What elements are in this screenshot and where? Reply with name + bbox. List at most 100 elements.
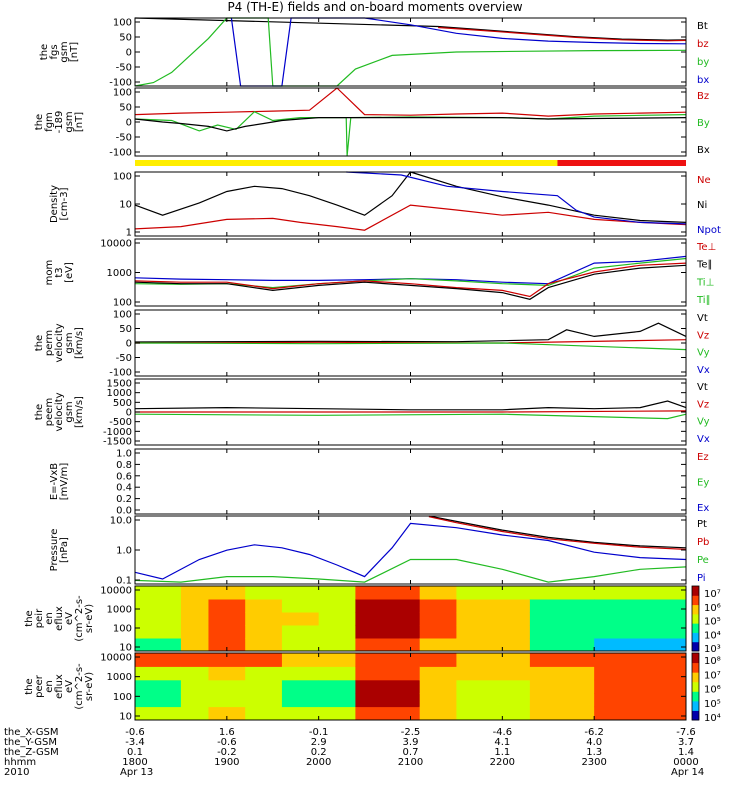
mom_t-ylabel: t3 bbox=[54, 267, 65, 277]
pressure-legend-Pe: Pe bbox=[697, 555, 709, 566]
fgs-series-bz bbox=[438, 26, 687, 42]
mom_t-ytick-label: 100 bbox=[113, 298, 132, 309]
peem_velocity-ylabel: peem bbox=[44, 398, 55, 426]
peir_spectrogram-ylabel: eflux bbox=[54, 606, 65, 631]
peer_spectrogram-cell bbox=[594, 666, 687, 681]
peer_spectrogram-colorbar-label: 10⁶ bbox=[704, 685, 721, 696]
peir_spectrogram-colorbar-label: 10⁴ bbox=[704, 630, 721, 641]
mom_t-legend-Ti∥: Ti∥ bbox=[696, 295, 711, 306]
peir_spectrogram-cell bbox=[529, 638, 595, 652]
perm_velocity-series-Vy bbox=[134, 342, 687, 351]
mom_t-ytick-label: 1000 bbox=[107, 268, 132, 279]
perm_velocity-legend-Vy: Vy bbox=[697, 348, 710, 359]
ephem-value: -0.2 bbox=[217, 747, 237, 758]
ephem-value: -6.2 bbox=[584, 727, 604, 738]
ephem-value: -0.6 bbox=[125, 727, 145, 738]
peir_spectrogram-cell bbox=[180, 625, 209, 639]
pressure-ytick-label: 0.1 bbox=[116, 576, 132, 587]
ephem-value: 2300 bbox=[581, 757, 606, 768]
pressure-ytick-label: 1.0 bbox=[116, 546, 132, 557]
peir_spectrogram-cell bbox=[281, 599, 320, 613]
peir_spectrogram-cell bbox=[456, 599, 531, 613]
peem_velocity-legend-Vy: Vy bbox=[697, 417, 710, 428]
efield-ytick-label: 0.6 bbox=[116, 471, 132, 482]
peir_spectrogram-cell bbox=[208, 638, 246, 652]
perm_velocity-ylabel: velocity bbox=[54, 323, 65, 362]
peir_spectrogram-cell bbox=[594, 638, 687, 652]
density-legend-Npot: Npot bbox=[697, 225, 721, 236]
ephem-value: 0000 bbox=[673, 757, 698, 768]
ephem-value: 3.7 bbox=[678, 737, 694, 748]
perm_velocity-ylabel: the bbox=[34, 335, 45, 351]
peer_spectrogram-cell bbox=[594, 706, 687, 721]
fgm-ytick-label: 50 bbox=[119, 103, 132, 114]
pressure-series-Pi bbox=[134, 522, 687, 580]
peem_velocity-ytick-label: 500 bbox=[113, 398, 132, 409]
mom_t-ylabel: mom bbox=[44, 260, 55, 286]
peer_spectrogram-cell bbox=[529, 693, 595, 708]
ephem-value: 0.1 bbox=[127, 747, 143, 758]
peir_spectrogram-cell bbox=[135, 612, 182, 626]
ephem-value: 1.6 bbox=[219, 727, 235, 738]
peem_velocity-ytick-label: 1500 bbox=[107, 379, 132, 390]
peir_spectrogram-cell bbox=[456, 612, 531, 626]
ephem-value: 0.7 bbox=[403, 747, 419, 758]
fgm-frame bbox=[134, 87, 687, 157]
peir_spectrogram-cell bbox=[318, 638, 356, 652]
peir_spectrogram-colorbar-label: 10⁷ bbox=[704, 589, 721, 600]
peer_spectrogram-cell bbox=[281, 666, 320, 681]
peer_spectrogram-ytick-label: 1000 bbox=[107, 672, 132, 683]
ephem-value: 0.2 bbox=[311, 747, 327, 758]
peer_spectrogram-colorbar-label: 10⁸ bbox=[704, 656, 721, 667]
fgm-ylabel: gsm bbox=[64, 111, 75, 132]
ephem-value: -0.6 bbox=[217, 737, 237, 748]
peer_spectrogram-colorbar-segment bbox=[692, 662, 699, 673]
peir_spectrogram-cell bbox=[135, 625, 182, 639]
peer_spectrogram-cell bbox=[529, 706, 595, 721]
peir_spectrogram-cell bbox=[180, 638, 209, 652]
peer_spectrogram-cell bbox=[419, 679, 457, 694]
ephem-value: 2200 bbox=[490, 757, 515, 768]
fgs-ytick-label: 50 bbox=[119, 33, 132, 44]
peer_spectrogram-cell bbox=[281, 706, 320, 721]
density-ytick-label: 10 bbox=[119, 200, 132, 211]
peer_spectrogram-ytick-label: 10000 bbox=[100, 653, 132, 664]
perm_velocity-series-Vt bbox=[134, 322, 687, 343]
pressure-ytick-label: 10.0 bbox=[110, 516, 132, 527]
perm_velocity-ylabel: perm bbox=[44, 330, 55, 356]
peir_spectrogram-cell bbox=[529, 599, 595, 613]
peer_spectrogram-cell bbox=[355, 693, 421, 708]
peer_spectrogram-colorbar-label: 10⁴ bbox=[704, 713, 721, 724]
fgs-legend-bx: bx bbox=[697, 75, 709, 86]
peem_velocity-series-Vy bbox=[134, 413, 687, 420]
perm_velocity-ylabel: gsm bbox=[64, 332, 75, 353]
efield-ylabel: E=-VxB bbox=[49, 463, 60, 500]
pressure-series-Pe bbox=[134, 558, 687, 583]
peir_spectrogram-cell bbox=[529, 612, 595, 626]
peem_velocity-ytick-label: 0 bbox=[126, 408, 132, 419]
peir_spectrogram-cell bbox=[208, 599, 246, 613]
peir_spectrogram-cell bbox=[281, 586, 320, 600]
peir_spectrogram-ylabel: peir bbox=[34, 608, 45, 628]
peir_spectrogram-cell bbox=[419, 638, 457, 652]
peer_spectrogram-cell bbox=[355, 679, 421, 694]
peer_spectrogram-cell bbox=[208, 653, 246, 667]
fgm-series-Bx bbox=[134, 116, 687, 132]
peer_spectrogram-cell bbox=[594, 679, 687, 694]
peer_spectrogram-colorbar-frame bbox=[691, 652, 700, 721]
perm_velocity-ytick-label: 100 bbox=[113, 310, 132, 321]
ephem-value: 4.0 bbox=[586, 737, 602, 748]
peem_velocity-ytick-label: -1500 bbox=[103, 437, 132, 448]
density-legend-Ne: Ne bbox=[697, 175, 711, 186]
peir_spectrogram-ylabel: the bbox=[24, 610, 35, 626]
peer_spectrogram-cell bbox=[355, 706, 421, 721]
peer_spectrogram-cell bbox=[135, 653, 182, 667]
peer_spectrogram-cell bbox=[245, 693, 283, 708]
peir_spectrogram-cell bbox=[180, 612, 209, 626]
peem_velocity-ylabel: the bbox=[34, 404, 45, 420]
peer_spectrogram-colorbar-label: 10⁷ bbox=[704, 670, 721, 681]
peir_spectrogram-cell bbox=[318, 599, 356, 613]
peir_spectrogram-ytick-label: 100 bbox=[113, 624, 132, 635]
pressure-series-Pb bbox=[428, 516, 687, 550]
peem_velocity-ylabel: [km/s] bbox=[74, 396, 85, 428]
